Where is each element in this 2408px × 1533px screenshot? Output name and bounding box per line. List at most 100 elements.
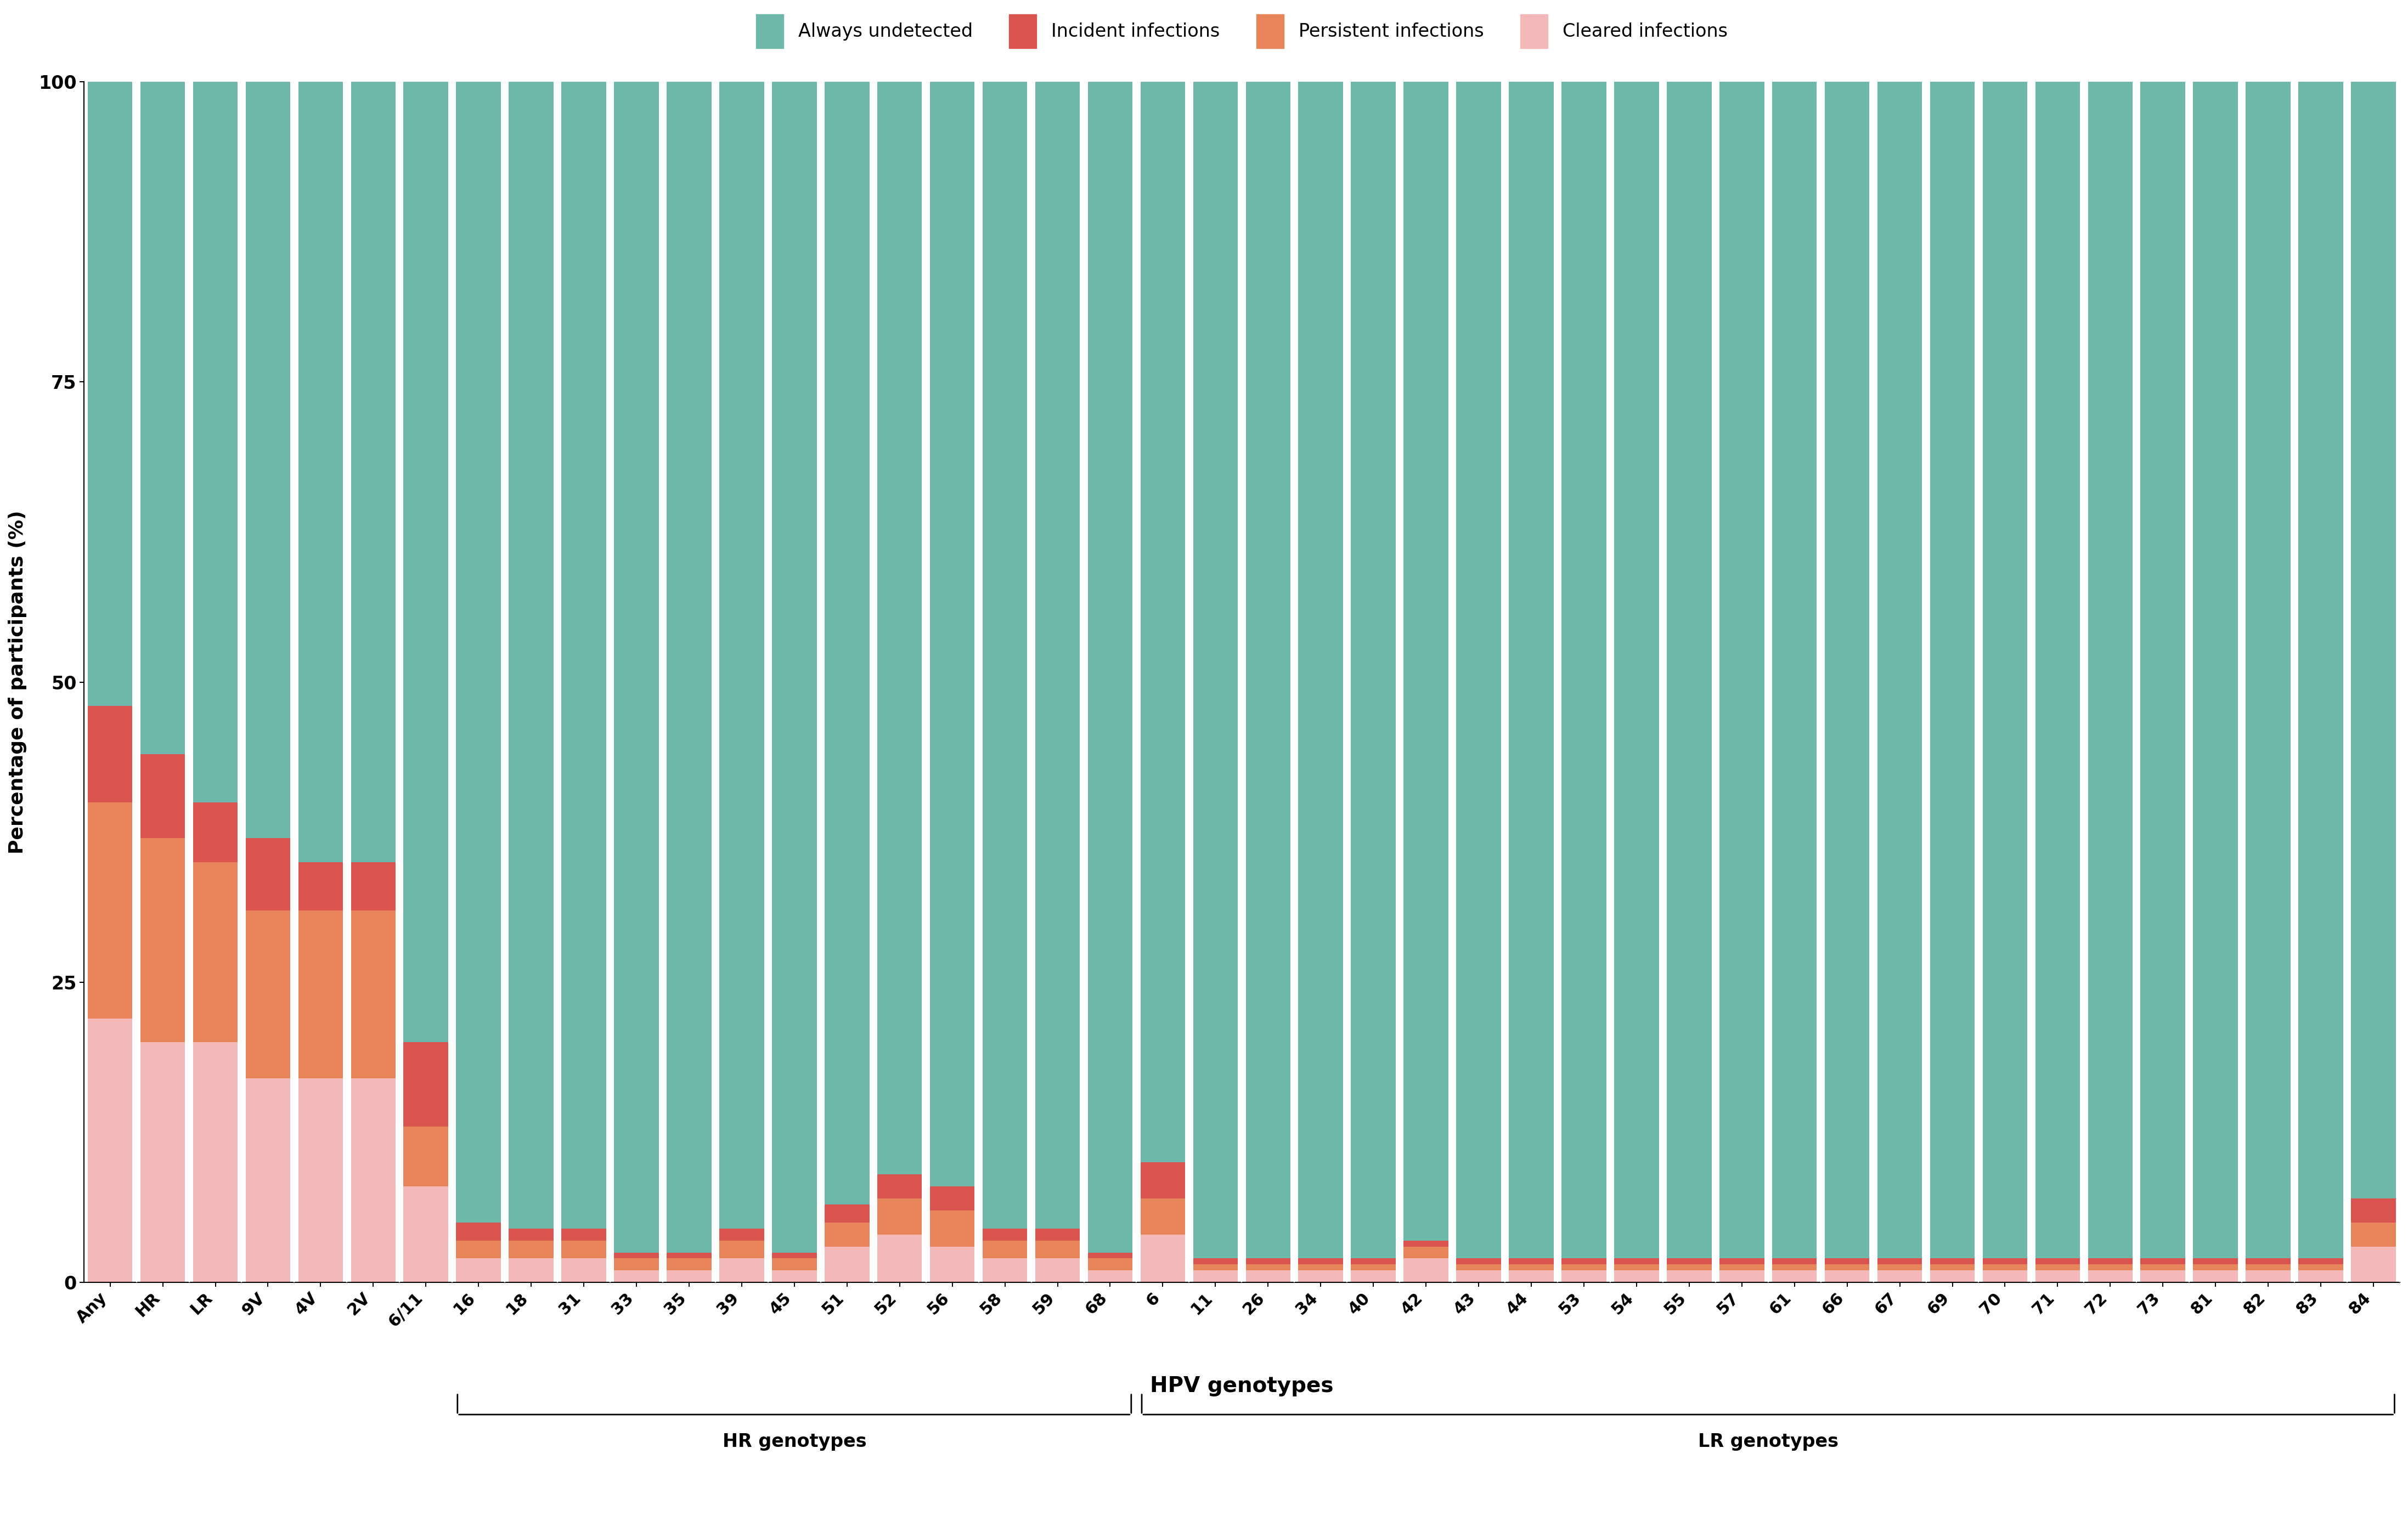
Bar	[508, 81, 554, 1228]
Bar	[1141, 1162, 1185, 1199]
Bar	[1404, 81, 1447, 1240]
Bar	[1878, 81, 1922, 1259]
Bar	[1772, 1259, 1816, 1265]
Bar	[2247, 1259, 2290, 1265]
Bar	[773, 1259, 816, 1271]
Bar	[2350, 1222, 2396, 1246]
Bar	[1666, 81, 1712, 1259]
Bar	[1351, 81, 1397, 1259]
Bar	[1982, 81, 2028, 1259]
Bar	[2247, 81, 2290, 1259]
Bar	[1351, 1265, 1397, 1271]
Bar	[561, 81, 607, 1228]
Bar	[877, 1199, 922, 1234]
Bar	[1825, 1271, 1869, 1283]
Bar	[2088, 1259, 2133, 1265]
Bar	[2300, 81, 2343, 1259]
Bar	[1141, 1234, 1185, 1283]
Bar	[1666, 1259, 1712, 1265]
Bar	[2247, 1265, 2290, 1271]
Bar	[1510, 1271, 1553, 1283]
Bar	[720, 1259, 763, 1283]
Bar	[2194, 1271, 2237, 1283]
Bar	[193, 802, 238, 862]
Bar	[2035, 1265, 2081, 1271]
Bar	[1088, 1259, 1132, 1271]
Bar	[2141, 1259, 2186, 1265]
Bar	[561, 1240, 607, 1259]
Bar	[982, 1228, 1028, 1240]
Bar	[1245, 1265, 1291, 1271]
Bar	[1982, 1265, 2028, 1271]
Bar	[246, 839, 291, 911]
Bar	[140, 1042, 185, 1283]
Bar	[1613, 1271, 1659, 1283]
Text: LR genotypes: LR genotypes	[1698, 1432, 1837, 1450]
Bar	[246, 81, 291, 839]
Y-axis label: Percentage of participants (%): Percentage of participants (%)	[7, 510, 26, 854]
Bar	[1141, 1199, 1185, 1234]
Bar	[1298, 1271, 1344, 1283]
Bar	[667, 1271, 710, 1283]
Bar	[2300, 1271, 2343, 1283]
Bar	[1035, 81, 1079, 1228]
Bar	[87, 1018, 132, 1283]
Bar	[1772, 81, 1816, 1259]
Bar	[2247, 1271, 2290, 1283]
Bar	[1825, 1259, 1869, 1265]
Bar	[1510, 1265, 1553, 1271]
Bar	[1351, 1259, 1397, 1265]
Bar	[1560, 1265, 1606, 1271]
Bar	[87, 81, 132, 707]
Bar	[1666, 1271, 1712, 1283]
Bar	[2088, 81, 2133, 1259]
Bar	[87, 802, 132, 1018]
Text: HR genotypes: HR genotypes	[722, 1432, 867, 1450]
Bar	[299, 81, 342, 862]
Bar	[405, 1187, 448, 1283]
Bar	[140, 754, 185, 839]
Bar	[1141, 81, 1185, 1162]
Bar	[405, 1042, 448, 1127]
Bar	[1929, 1265, 1975, 1271]
Bar	[1457, 1259, 1500, 1265]
Bar	[1878, 1259, 1922, 1265]
Bar	[1192, 1271, 1238, 1283]
Bar	[667, 1259, 710, 1271]
Bar	[193, 81, 238, 802]
Bar	[982, 81, 1028, 1228]
Bar	[2035, 1259, 2081, 1265]
Bar	[508, 1240, 554, 1259]
Bar	[1613, 1265, 1659, 1271]
Bar	[455, 1222, 501, 1240]
Bar	[824, 1205, 869, 1222]
Bar	[352, 862, 395, 911]
Bar	[1878, 1271, 1922, 1283]
Bar	[824, 1246, 869, 1283]
Bar	[1666, 1265, 1712, 1271]
Bar	[2088, 1271, 2133, 1283]
Bar	[299, 1078, 342, 1283]
Bar	[614, 1252, 660, 1259]
Bar	[405, 81, 448, 1042]
Bar	[246, 911, 291, 1078]
Bar	[246, 1078, 291, 1283]
Bar	[1772, 1265, 1816, 1271]
Bar	[1719, 1265, 1765, 1271]
Bar	[1192, 1259, 1238, 1265]
Bar	[720, 81, 763, 1228]
Bar	[2350, 1246, 2396, 1283]
Bar	[1510, 1259, 1553, 1265]
Bar	[2035, 81, 2081, 1259]
Bar	[773, 81, 816, 1252]
Bar	[929, 81, 975, 1187]
Bar	[193, 862, 238, 1042]
Bar	[1245, 1271, 1291, 1283]
Bar	[877, 1234, 922, 1283]
Bar	[2300, 1265, 2343, 1271]
Bar	[1298, 1259, 1344, 1265]
Bar	[1457, 1265, 1500, 1271]
Bar	[1929, 1259, 1975, 1265]
Bar	[2088, 1265, 2133, 1271]
Bar	[140, 81, 185, 754]
